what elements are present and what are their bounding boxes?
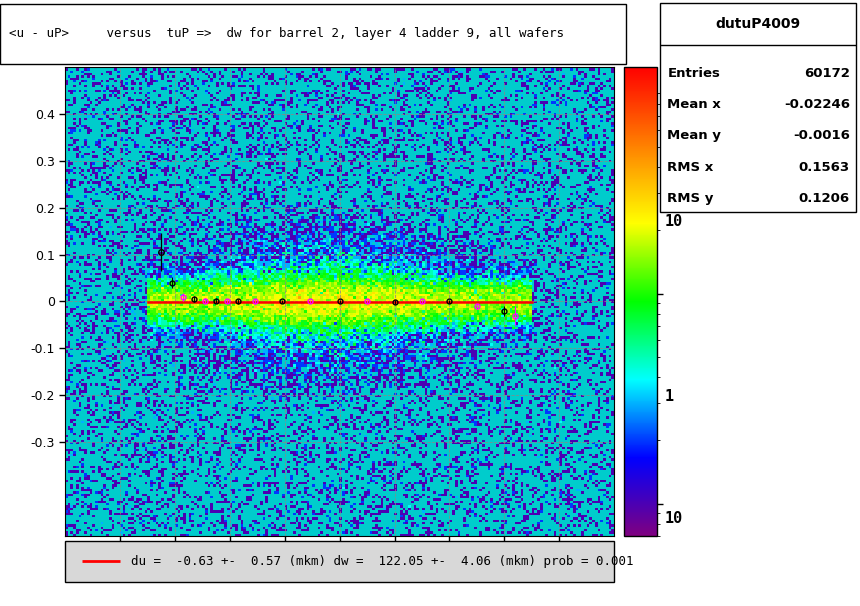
- Text: RMS y: RMS y: [667, 192, 714, 205]
- Text: 60172: 60172: [804, 67, 850, 79]
- Text: 10: 10: [665, 214, 683, 228]
- Text: Mean x: Mean x: [667, 98, 722, 111]
- FancyBboxPatch shape: [660, 3, 856, 212]
- Text: <u - uP>     versus  tuP =>  dw for barrel 2, layer 4 ladder 9, all wafers: <u - uP> versus tuP => dw for barrel 2, …: [9, 27, 564, 41]
- FancyBboxPatch shape: [0, 4, 626, 64]
- Text: Mean y: Mean y: [667, 129, 722, 142]
- Text: 10: 10: [665, 511, 683, 525]
- Text: RMS x: RMS x: [667, 161, 714, 174]
- X-axis label: ../Pass50_TpcSsdSvtPlotsG40G100NFP25rCut0.5cm.root: ../Pass50_TpcSsdSvtPlotsG40G100NFP25rCut…: [154, 562, 525, 576]
- Text: -0.0016: -0.0016: [793, 129, 850, 142]
- Text: du =  -0.63 +-  0.57 (mkm) dw =  122.05 +-  4.06 (mkm) prob = 0.001: du = -0.63 +- 0.57 (mkm) dw = 122.05 +- …: [132, 554, 634, 568]
- Text: 0.1206: 0.1206: [799, 192, 850, 205]
- FancyBboxPatch shape: [65, 541, 614, 582]
- Text: Entries: Entries: [667, 67, 721, 79]
- Text: -0.02246: -0.02246: [783, 98, 850, 111]
- Text: 0.1563: 0.1563: [799, 161, 850, 174]
- Text: 1: 1: [665, 390, 674, 404]
- Text: dutuP4009: dutuP4009: [716, 17, 800, 31]
